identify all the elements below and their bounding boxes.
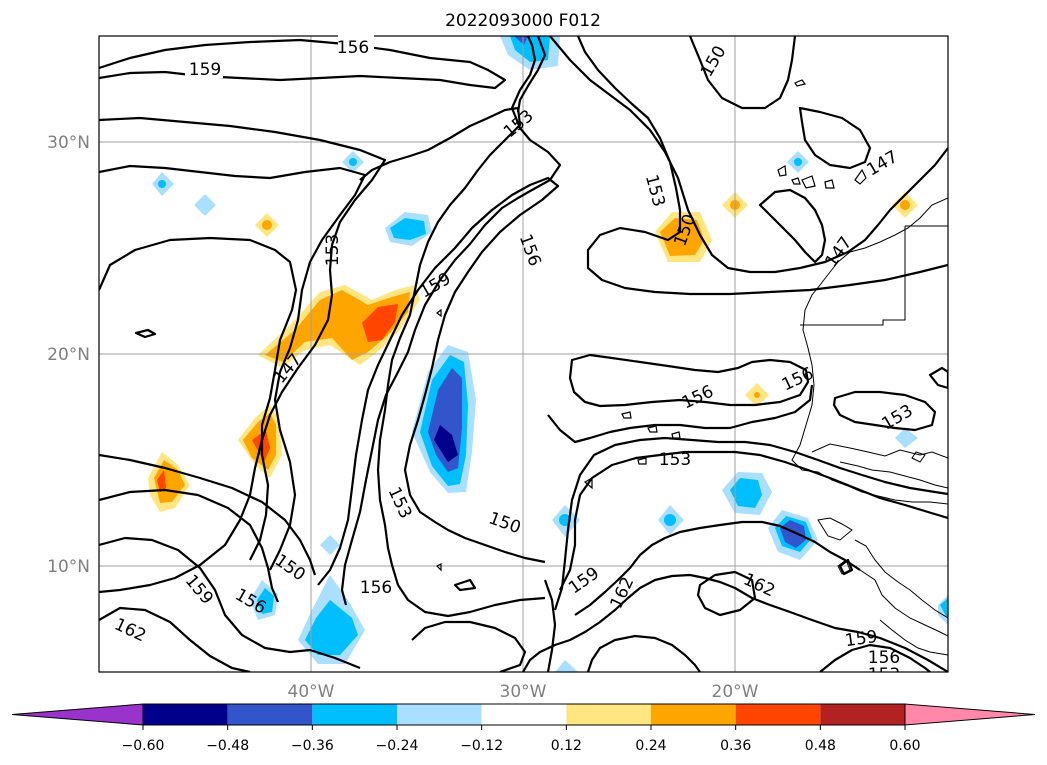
colorbar-segment — [143, 704, 228, 725]
figure-title: 2022093000 F012 — [445, 11, 601, 31]
colorbar-tick-label: −0.12 — [460, 738, 503, 754]
colorbar-segment — [820, 704, 905, 725]
contour-label: 153 — [659, 450, 691, 470]
colorbar-tick-label: −0.60 — [122, 738, 165, 754]
colorbar-segment — [481, 704, 567, 725]
small-contours — [435, 79, 867, 572]
colorbar-outline — [142, 703, 906, 726]
colorbar-extend-low — [11, 703, 144, 726]
lat-label-10n: 10°N — [47, 557, 90, 577]
contour-label: 156 — [337, 38, 369, 58]
longitude-labels: 40°W 30°W 20°W — [288, 682, 759, 702]
coastlines — [791, 197, 948, 656]
colorbar-tick-label: 0.48 — [805, 738, 836, 754]
colorbar-tick-label: −0.36 — [291, 738, 334, 754]
contour-label: 156 — [360, 578, 392, 598]
lat-label-20n: 20°N — [47, 345, 90, 365]
map-frame — [98, 35, 949, 673]
colorbar-segment — [566, 704, 651, 725]
map-gridlines — [99, 36, 948, 672]
colorbar-tick-label: 0.36 — [720, 738, 751, 754]
colorbar-tick-label: 0.12 — [551, 738, 582, 754]
colorbar-segment — [735, 704, 821, 725]
colorbar-segment — [227, 704, 313, 725]
colorbar-extend-high — [904, 703, 1036, 726]
contour-label: 153 — [868, 665, 900, 685]
colorbar-tick-label: 0.24 — [635, 738, 666, 754]
colorbar-segment — [312, 704, 397, 725]
colorbar-tick-label: 0.60 — [889, 738, 920, 754]
colorbar-tick-label: −0.24 — [376, 738, 419, 754]
colorbar: −0.60 −0.48 −0.36 −0.24 −0.12 0.12 0.24 0.36 0.4… — [11, 703, 1036, 754]
contour-label: 159 — [844, 627, 879, 651]
lon-label-40w: 40°W — [288, 682, 335, 702]
colorbar-tick-label: −0.48 — [206, 738, 249, 754]
colorbar-segment — [651, 704, 736, 725]
contour-label: 159 — [189, 60, 221, 80]
lon-label-20w: 20°W — [712, 682, 759, 702]
lat-label-30n: 30°N — [47, 133, 90, 153]
contour-label: 153 — [323, 234, 343, 266]
lon-label-30w: 30°W — [500, 682, 547, 702]
latitude-labels: 30°N 20°N 10°N — [47, 133, 90, 577]
map-area — [99, 36, 948, 672]
colorbar-segment — [397, 704, 482, 725]
height-contours — [99, 36, 948, 672]
contour-label: 156 — [868, 648, 900, 668]
